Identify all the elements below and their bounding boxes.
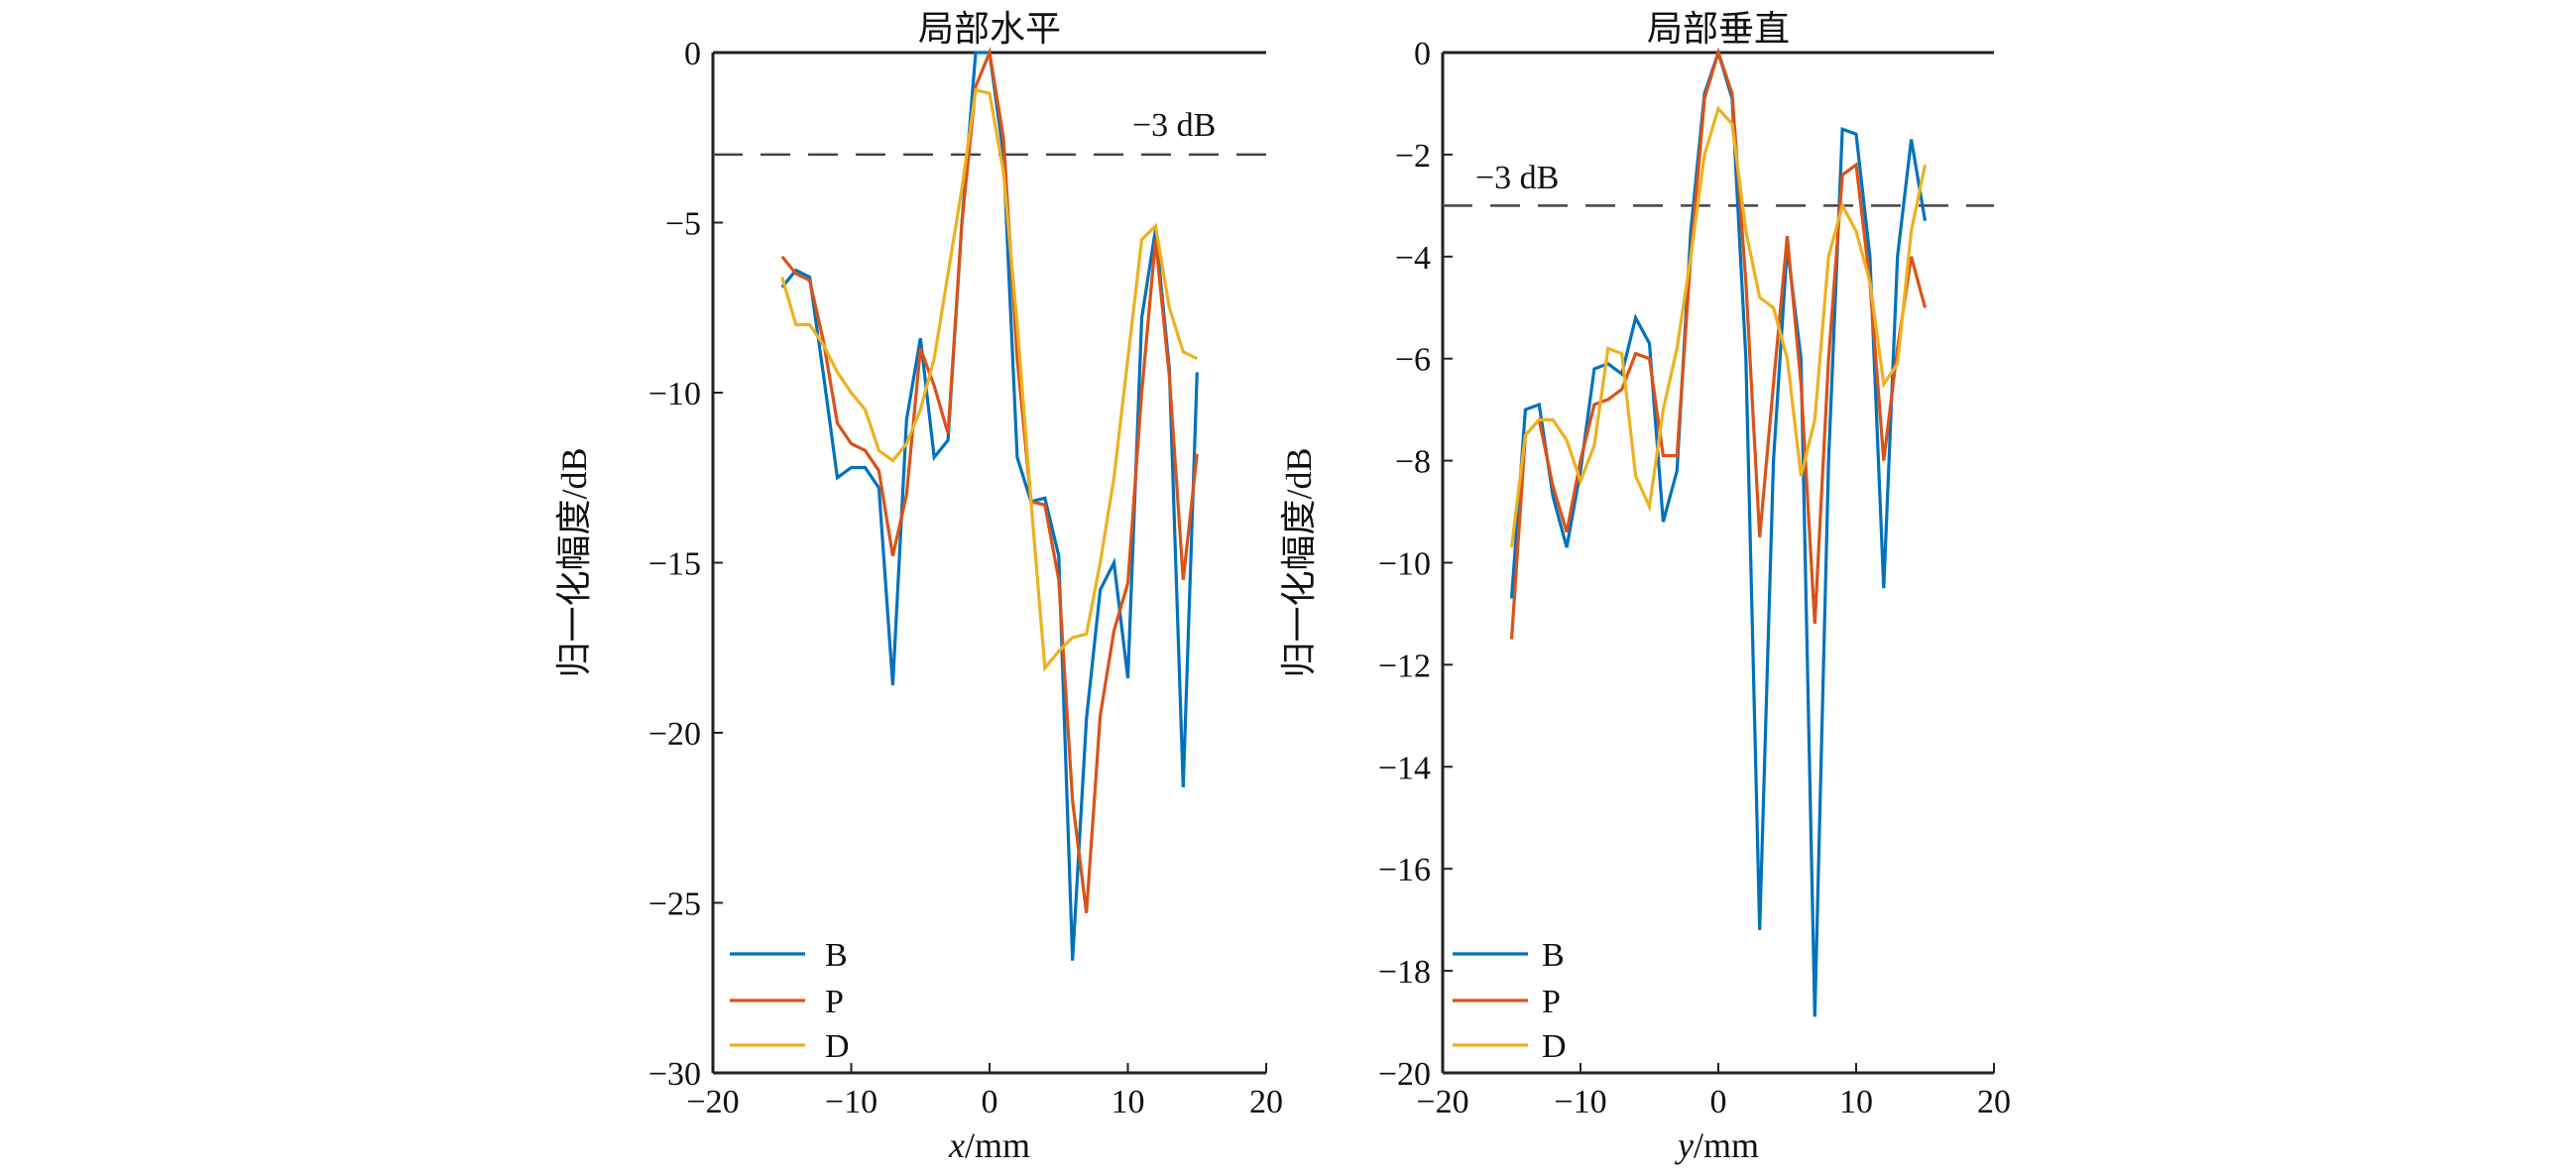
legend-label: B bbox=[825, 937, 848, 974]
x-tick-label: −20 bbox=[686, 1084, 739, 1120]
x-tick-label: 0 bbox=[982, 1084, 998, 1120]
legend-label: D bbox=[1542, 1028, 1567, 1065]
x-tick-label: 20 bbox=[1977, 1084, 2011, 1120]
y-tick-label: −6 bbox=[1395, 342, 1431, 379]
x-axis-label-unit: /mm bbox=[1694, 1125, 1759, 1165]
y-tick-label: −12 bbox=[1378, 647, 1431, 684]
legend-label: P bbox=[1542, 984, 1561, 1020]
legend-label: D bbox=[825, 1028, 850, 1065]
y-tick-label: −10 bbox=[648, 376, 701, 412]
y-tick-label: −5 bbox=[665, 206, 701, 243]
series-line-P bbox=[1509, 47, 1928, 640]
y-tick-label: −2 bbox=[1395, 138, 1431, 175]
x-tick-label: −10 bbox=[1554, 1084, 1606, 1120]
series-line-P bbox=[780, 47, 1199, 913]
y-tick-label: −15 bbox=[648, 546, 701, 583]
y-tick-label: −20 bbox=[648, 716, 701, 753]
reference-line-label: −3 dB bbox=[1475, 160, 1559, 196]
y-tick-label: 0 bbox=[1414, 36, 1431, 72]
x-axis-label-variable: y bbox=[1675, 1125, 1694, 1165]
subplot-1: 局部水平 −20 −10 0 10 20 0 −5 −10 −15 −20 −25 −30 x/mm 归一化… bbox=[554, 9, 1283, 1165]
reference-line-label: −3 dB bbox=[1132, 107, 1216, 144]
y-tick-label: −10 bbox=[1378, 546, 1431, 583]
legend-label: P bbox=[825, 984, 844, 1020]
x-axis-label-variable: x bbox=[948, 1125, 965, 1165]
chart-title: 局部垂直 bbox=[1647, 9, 1790, 49]
y-tick-label: −30 bbox=[648, 1056, 701, 1093]
x-tick-label: 0 bbox=[1710, 1084, 1727, 1120]
y-tick-label: −18 bbox=[1378, 954, 1431, 991]
y-tick-label: −8 bbox=[1395, 444, 1431, 481]
x-tick-label: 20 bbox=[1249, 1084, 1283, 1120]
series-line-D bbox=[780, 87, 1199, 672]
chart-title: 局部水平 bbox=[918, 9, 1061, 49]
x-tick-label: 10 bbox=[1112, 1084, 1145, 1120]
y-tick-label: −4 bbox=[1395, 240, 1431, 277]
subplot-2: 局部垂直 −20 −10 0 10 20 0 −2 −4 −6 −8 −10 −12 −14 −16 −18 −… bbox=[1279, 9, 2011, 1165]
legend: BPD bbox=[730, 937, 850, 1065]
series-line-D bbox=[1509, 105, 1928, 548]
y-tick-label: −20 bbox=[1378, 1056, 1431, 1093]
y-tick-label: 0 bbox=[684, 36, 701, 72]
y-tick-label: −16 bbox=[1378, 852, 1431, 888]
x-axis-label: y/mm bbox=[1675, 1125, 1759, 1165]
legend-label: B bbox=[1542, 937, 1565, 974]
x-tick-label: −10 bbox=[825, 1084, 878, 1120]
y-axis-label: 归一化幅度/dB bbox=[1279, 447, 1319, 677]
legend: BPD bbox=[1453, 937, 1567, 1065]
y-tick-label: −25 bbox=[648, 886, 701, 923]
x-tick-label: 10 bbox=[1839, 1084, 1873, 1120]
y-axis-label: 归一化幅度/dB bbox=[554, 447, 594, 677]
series-line-B bbox=[1509, 47, 1928, 1017]
x-tick-label: −20 bbox=[1416, 1084, 1468, 1120]
x-axis-label-unit: /mm bbox=[965, 1125, 1030, 1165]
x-axis-label: x/mm bbox=[948, 1125, 1030, 1165]
y-tick-label: −14 bbox=[1378, 750, 1431, 786]
